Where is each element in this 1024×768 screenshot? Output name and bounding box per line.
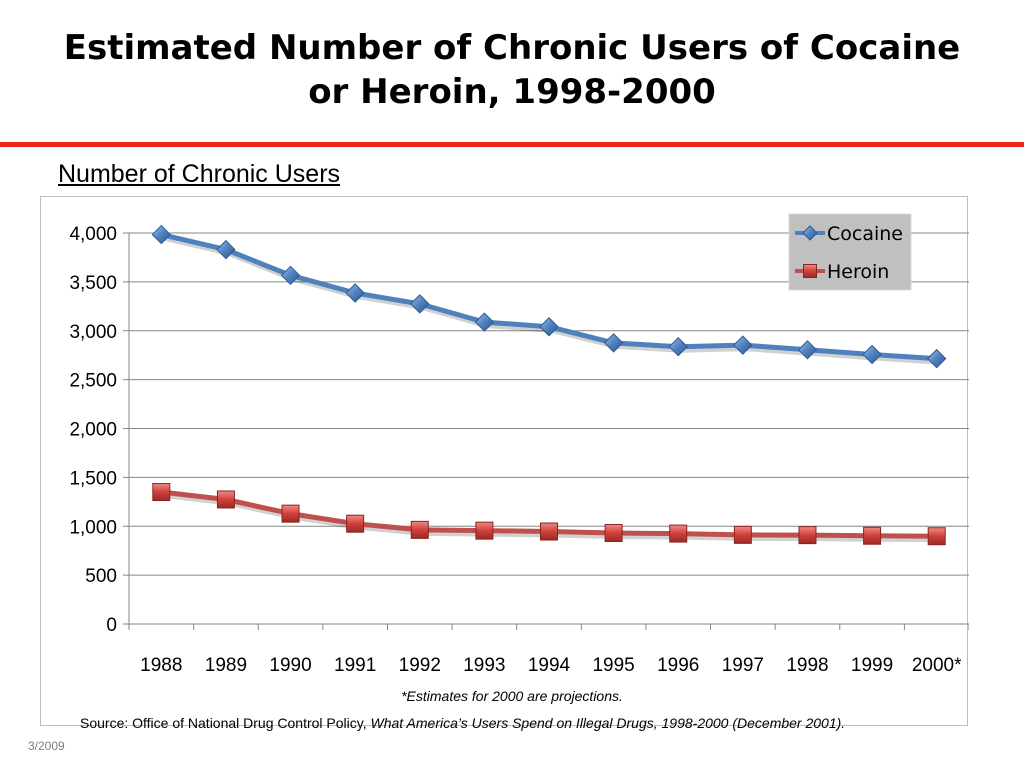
slide-title: Estimated Number of Chronic Users of Coc…	[0, 26, 1024, 114]
cocaine-data-point	[539, 317, 559, 337]
x-tick-label: 1999	[851, 655, 893, 676]
heroin-data-point	[216, 490, 235, 509]
cocaine-data-point	[733, 335, 753, 355]
heroin-data-point	[540, 522, 558, 541]
y-tick-label: 0	[106, 615, 117, 636]
x-tick-label: 1989	[205, 655, 247, 676]
cocaine-data-point	[151, 224, 172, 245]
slide-date: 3/2009	[28, 739, 65, 753]
heroin-data-point	[863, 526, 882, 545]
cocaine-data-point	[862, 344, 882, 365]
x-tick-label: 1990	[269, 655, 311, 676]
x-tick-label: 1994	[528, 655, 571, 676]
y-tick-label: 4,000	[69, 224, 117, 245]
legend-cocaine-label: Cocaine	[827, 223, 903, 245]
y-tick-label: 2,500	[69, 371, 117, 392]
cocaine-data-point	[926, 348, 947, 369]
y-tick-label: 3,500	[69, 273, 117, 294]
x-tick-label: 2000*	[912, 655, 962, 676]
source-title: What America’s Users Spend on Illegal Dr…	[370, 715, 846, 731]
heroin-data-point	[798, 526, 817, 545]
chart-frame: 0 500 1,000 1,500 2,000 2,500 3,000 3,500 4,000 1…	[40, 196, 969, 726]
heroin-data-point	[281, 504, 300, 523]
y-axis-caption: Number of Chronic Users	[58, 160, 341, 188]
y-tick-label: 3,000	[69, 322, 117, 343]
x-tick-label: 1991	[334, 655, 376, 676]
legend-heroin-label: Heroin	[827, 261, 889, 283]
slide-title-line1: Estimated Number of Chronic Users of Coc…	[63, 28, 961, 68]
source-footnote: Source: Office of National Drug Control …	[80, 715, 960, 731]
cocaine-data-point	[280, 265, 301, 286]
x-tick-label: 1996	[657, 655, 699, 676]
y-tick-label: 1,000	[69, 517, 117, 538]
heroin-data-point	[410, 520, 429, 539]
heroin-data-point	[604, 523, 623, 542]
heroin-data-point	[927, 527, 946, 546]
x-tick-label: 1988	[140, 655, 182, 676]
cocaine-data-point	[216, 239, 236, 260]
cocaine-data-point	[797, 340, 818, 360]
projection-footnote: *Estimates for 2000 are projections.	[401, 688, 623, 704]
cocaine-data-point	[668, 336, 688, 357]
slide-title-line2: or Heroin, 1998-2000	[308, 72, 716, 112]
heroin-data-point	[733, 525, 752, 544]
cocaine-data-point	[603, 333, 624, 353]
heroin-data-point	[475, 521, 494, 540]
y-tick-label: 1,500	[69, 468, 117, 489]
heroin-data-point	[152, 483, 171, 502]
x-tick-label: 1992	[399, 655, 441, 676]
cocaine-data-point	[474, 312, 495, 332]
x-tick-label: 1995	[592, 655, 634, 676]
y-tick-label: 500	[85, 566, 117, 587]
source-prefix: Source: Office of National Drug Control …	[80, 715, 371, 731]
cocaine-data-point	[410, 294, 430, 314]
cocaine-data-point	[345, 283, 365, 303]
title-divider	[0, 142, 1024, 147]
x-tick-label: 1998	[786, 655, 828, 676]
x-tick-label: 1993	[463, 655, 505, 676]
heroin-data-point	[669, 524, 688, 543]
line-chart: 0 500 1,000 1,500 2,000 2,500 3,000 3,500 4,000 1…	[69, 213, 969, 676]
legend-heroin-marker	[803, 264, 817, 278]
heroin-data-point	[346, 514, 365, 533]
legend-cocaine-marker	[802, 225, 818, 241]
y-tick-label: 2,000	[69, 420, 117, 441]
x-tick-label: 1997	[722, 655, 764, 676]
